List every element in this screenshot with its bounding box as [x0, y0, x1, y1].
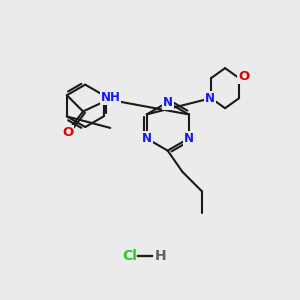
Text: O: O	[238, 70, 249, 83]
Text: N: N	[184, 132, 194, 145]
Text: Cl: Cl	[122, 249, 137, 263]
Text: N: N	[163, 96, 173, 109]
Text: N: N	[142, 132, 152, 145]
Text: O: O	[62, 126, 74, 140]
Text: H: H	[154, 249, 166, 263]
Text: N: N	[205, 92, 214, 105]
Text: NH: NH	[100, 91, 120, 104]
